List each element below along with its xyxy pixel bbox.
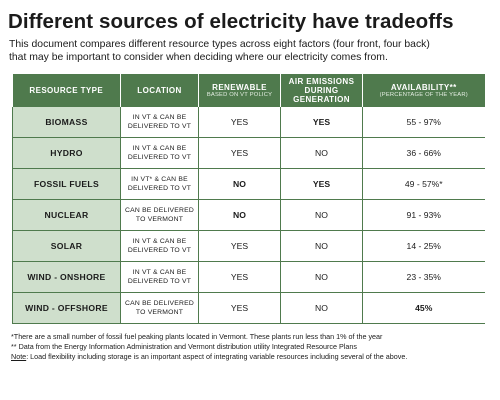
location-cell: IN VT & CAN BE DELIVERED TO VT xyxy=(120,261,199,293)
resource-cell: NUCLEAR xyxy=(12,199,121,231)
table-row: HYDRO IN VT & CAN BE DELIVERED TO VT YES… xyxy=(12,137,485,169)
availability-cell: 23 - 35% xyxy=(362,261,485,293)
location-cell: IN VT* & CAN BE DELIVERED TO VT xyxy=(120,168,199,200)
renewable-cell: YES xyxy=(198,230,281,262)
note-text: : Load flexibility including storage is … xyxy=(26,352,408,361)
intro-paragraph: This document compares different resourc… xyxy=(9,38,492,64)
availability-cell: 55 - 97% xyxy=(362,107,485,138)
table-header-row: RESOURCE TYPE LOCATION RENEWABLE BASED O… xyxy=(12,74,485,107)
location-cell: CAN BE DELIVERED TO VERMONT xyxy=(120,199,199,231)
location-cell: IN VT & CAN BE DELIVERED TO VT xyxy=(120,137,199,169)
emissions-cell: NO xyxy=(280,230,363,262)
header-renewable-sub: BASED ON VT POLICY xyxy=(206,91,273,98)
renewable-cell: YES xyxy=(198,137,281,169)
emissions-cell: NO xyxy=(280,137,363,169)
renewable-cell: NO xyxy=(198,168,281,200)
location-cell: IN VT & CAN BE DELIVERED TO VT xyxy=(120,230,199,262)
resource-cell: SOLAR xyxy=(12,230,121,262)
availability-cell: 45% xyxy=(362,292,485,324)
availability-cell: 14 - 25% xyxy=(362,230,485,262)
emissions-cell: YES xyxy=(280,168,363,200)
emissions-cell: NO xyxy=(280,292,363,324)
table-row: FOSSIL FUELS IN VT* & CAN BE DELIVERED T… xyxy=(12,168,485,200)
table-row: NUCLEAR CAN BE DELIVERED TO VERMONT NO N… xyxy=(12,199,485,231)
resource-comparison-table: RESOURCE TYPE LOCATION RENEWABLE BASED O… xyxy=(12,74,485,324)
emissions-cell: YES xyxy=(280,107,363,138)
renewable-cell: NO xyxy=(198,199,281,231)
header-air-emissions: AIR EMISSIONS DURING GENERATION xyxy=(280,74,363,107)
note-label: Note xyxy=(11,352,27,361)
table-row: WIND - OFFSHORE CAN BE DELIVERED TO VERM… xyxy=(12,292,485,324)
resource-cell: HYDRO xyxy=(12,137,121,169)
renewable-cell: YES xyxy=(198,292,281,324)
renewable-cell: YES xyxy=(198,261,281,293)
table-row: SOLAR IN VT & CAN BE DELIVERED TO VT YES… xyxy=(12,230,485,262)
footnote-load-flexibility: Note: Load flexibility including storage… xyxy=(11,352,492,362)
intro-line-2: that may be important to consider when d… xyxy=(9,52,388,63)
location-cell: CAN BE DELIVERED TO VERMONT xyxy=(120,292,199,324)
emissions-cell: NO xyxy=(280,261,363,293)
header-resource-type: RESOURCE TYPE xyxy=(12,74,121,107)
footnote-data-source: ** Data from the Energy Information Admi… xyxy=(11,342,357,351)
header-availability-sub: (PERCENTAGE OF THE YEAR) xyxy=(379,91,468,98)
availability-cell: 91 - 93% xyxy=(362,199,485,231)
resource-cell: WIND - ONSHORE xyxy=(12,261,121,293)
header-availability-label: AVAILABILITY** xyxy=(390,82,457,92)
header-availability: AVAILABILITY** (PERCENTAGE OF THE YEAR) xyxy=(362,74,485,107)
availability-cell: 36 - 66% xyxy=(362,137,485,169)
table-row: WIND - ONSHORE IN VT & CAN BE DELIVERED … xyxy=(12,261,485,293)
header-location: LOCATION xyxy=(120,74,199,107)
footnote-fossil-peaking: *There are a small number of fossil fuel… xyxy=(11,332,383,341)
resource-cell: BIOMASS xyxy=(12,107,121,138)
intro-line-1: This document compares different resourc… xyxy=(9,39,430,50)
resource-cell: FOSSIL FUELS xyxy=(12,168,121,200)
header-renewable: RENEWABLE BASED ON VT POLICY xyxy=(198,74,281,107)
renewable-cell: YES xyxy=(198,107,281,138)
location-cell: IN VT & CAN BE DELIVERED TO VT xyxy=(120,107,199,138)
table-row: BIOMASS IN VT & CAN BE DELIVERED TO VT Y… xyxy=(12,107,485,138)
page-title: Different sources of electricity have tr… xyxy=(8,10,454,33)
header-renewable-label: RENEWABLE xyxy=(212,82,267,92)
emissions-cell: NO xyxy=(280,199,363,231)
footnotes: *There are a small number of fossil fuel… xyxy=(11,332,492,362)
availability-cell: 49 - 57%* xyxy=(362,168,485,200)
resource-cell: WIND - OFFSHORE xyxy=(12,292,121,324)
